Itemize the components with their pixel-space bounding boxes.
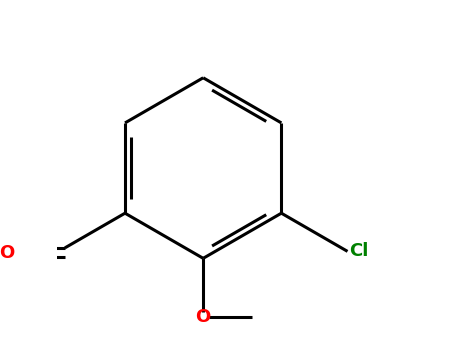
Text: O: O	[196, 308, 211, 326]
Text: O: O	[0, 244, 15, 261]
Text: Cl: Cl	[349, 243, 369, 260]
